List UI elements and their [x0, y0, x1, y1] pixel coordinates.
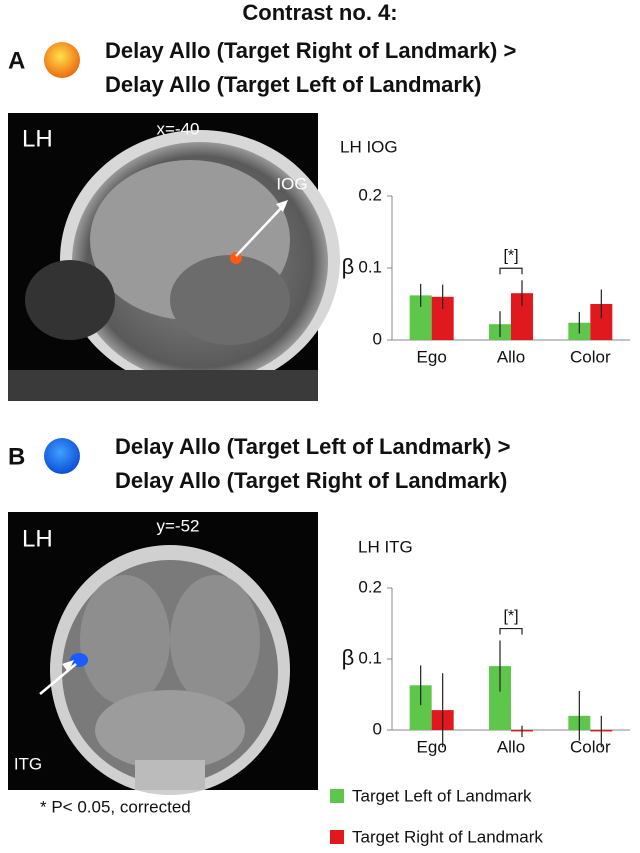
legend-swatch	[330, 789, 344, 803]
bar	[489, 666, 511, 730]
contrast-icon	[44, 42, 80, 78]
y-tick-label: 0	[373, 329, 382, 348]
panel-heading: Delay Allo (Target Right of Landmark)	[115, 468, 507, 493]
x-tick-label: Allo	[497, 737, 525, 756]
y-axis-label: β	[342, 645, 355, 670]
slice-coordinate: x=-40	[157, 119, 200, 138]
panel-heading: Delay Allo (Target Left of Landmark)	[105, 72, 482, 97]
x-tick-label: Ego	[417, 347, 447, 366]
y-tick-label: 0.2	[358, 577, 382, 596]
brain-image	[8, 113, 340, 401]
footnote: * P< 0.05, corrected	[40, 797, 191, 816]
region-label: ITG	[14, 754, 42, 773]
panel-heading: Delay Allo (Target Left of Landmark) >	[115, 434, 510, 459]
legend-swatch	[330, 830, 344, 844]
slice-coordinate: y=-52	[157, 516, 200, 535]
bar	[409, 685, 432, 730]
figure-title: Contrast no. 4:	[242, 0, 397, 25]
significance-bracket	[499, 267, 523, 275]
significance-label: [*]	[503, 608, 518, 625]
bar	[409, 295, 432, 340]
bar	[590, 304, 613, 340]
contrast-icon	[44, 438, 80, 474]
legend-label: Target Left of Landmark	[352, 786, 532, 805]
x-tick-label: Allo	[497, 347, 525, 366]
y-tick-label: 0.2	[358, 185, 382, 204]
y-axis-label: β	[342, 254, 355, 279]
x-tick-label: Color	[570, 737, 611, 756]
chart-title: LH IOG	[340, 137, 398, 156]
y-tick-label: 0.1	[358, 257, 382, 276]
x-tick-label: Ego	[417, 737, 447, 756]
region-label: IOG	[276, 174, 307, 193]
hemisphere-label: LH	[22, 125, 53, 152]
significance-label: [*]	[503, 247, 518, 264]
y-tick-label: 0	[373, 719, 382, 738]
brain-image	[8, 512, 318, 795]
x-tick-label: Color	[570, 347, 611, 366]
bar	[431, 296, 454, 340]
panel-heading: Delay Allo (Target Right of Landmark) >	[105, 38, 516, 63]
bar	[511, 293, 533, 340]
legend-label: Target Right of Landmark	[352, 827, 543, 846]
y-tick-label: 0.1	[358, 648, 382, 667]
panel-label: B	[8, 443, 25, 470]
hemisphere-label: LH	[22, 525, 53, 552]
chart-title: LH ITG	[358, 537, 413, 556]
significance-bracket	[499, 627, 523, 635]
panel-label: A	[8, 47, 25, 74]
